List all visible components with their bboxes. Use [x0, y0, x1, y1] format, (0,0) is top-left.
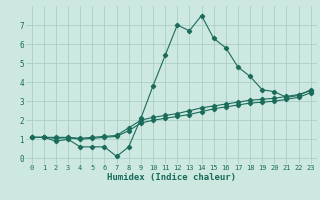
- X-axis label: Humidex (Indice chaleur): Humidex (Indice chaleur): [107, 173, 236, 182]
